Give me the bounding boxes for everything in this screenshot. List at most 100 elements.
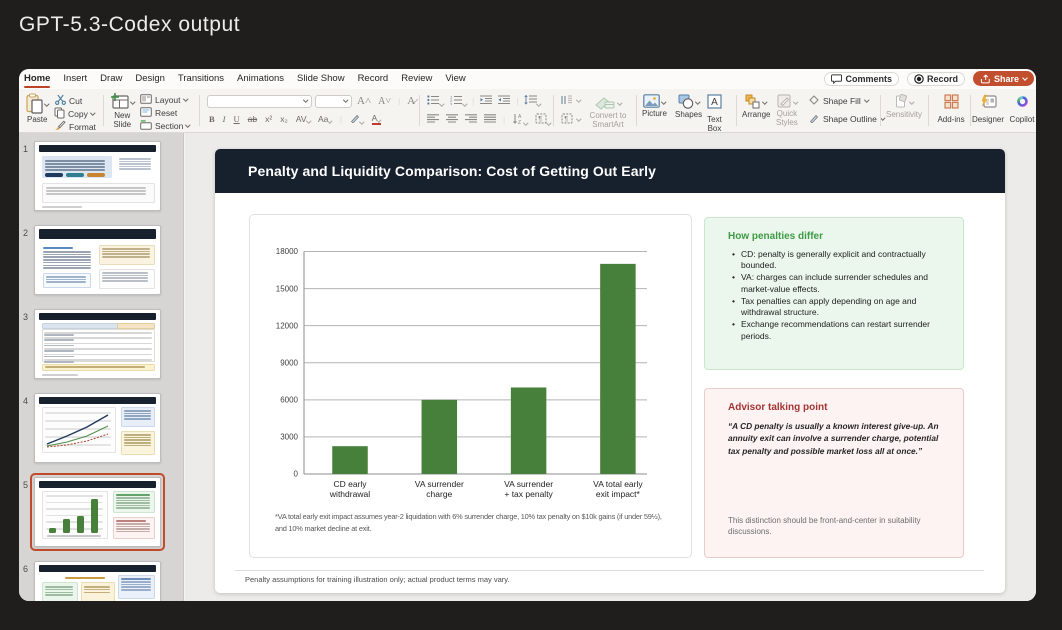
share-button[interactable]: Share: [972, 71, 1034, 86]
shape-outline-icon: [809, 113, 819, 125]
arrange-button[interactable]: Arrange: [742, 94, 770, 119]
section-icon: [140, 120, 152, 132]
svg-text:VA total early: VA total early: [593, 479, 643, 489]
svg-text:VA surrender: VA surrender: [415, 479, 464, 489]
ribbon-group-divider: [880, 95, 881, 126]
text-direction-button[interactable]: ¶: [535, 113, 551, 126]
ribbon-group-divider: [103, 95, 104, 126]
text-box-button[interactable]: A Text Box: [707, 94, 722, 133]
clear-formatting-button[interactable]: A̷: [407, 95, 416, 107]
copy-button[interactable]: Copy: [54, 107, 96, 121]
record-label: Record: [926, 73, 958, 84]
italic-button[interactable]: I: [222, 114, 226, 124]
shape-outline-button[interactable]: Shape Outline: [809, 113, 886, 125]
slide-thumbnail-4[interactable]: [34, 393, 161, 463]
chart-container[interactable]: 0 3000 6000 9000 12000 15000 18000 CD early with…: [249, 214, 692, 558]
slide-thumbnail-number: 1: [23, 144, 29, 154]
how-penalties-differ-panel[interactable]: How penalties differ CD: penalty is gene…: [704, 217, 964, 370]
subscript-button[interactable]: x₂: [280, 114, 288, 124]
layout-icon: [140, 94, 152, 106]
svg-text:2: 2: [450, 98, 453, 103]
copilot-icon: [1015, 94, 1030, 114]
strikethrough-button[interactable]: ab: [247, 114, 258, 124]
char-spacing-button[interactable]: AV: [296, 114, 311, 124]
tab-slide-show[interactable]: Slide Show: [297, 73, 345, 84]
align-center-button[interactable]: [446, 114, 458, 125]
comments-button[interactable]: Comments: [824, 71, 899, 86]
align-right-button[interactable]: [465, 114, 477, 125]
tab-animations[interactable]: Animations: [237, 73, 285, 84]
grow-font-button[interactable]: A˄: [357, 95, 372, 107]
svg-text:3: 3: [450, 101, 453, 105]
font-name-combo[interactable]: [207, 95, 312, 108]
svg-text:¶: ¶: [538, 116, 542, 123]
advisor-note: This distinction should be front-and-cen…: [728, 516, 921, 537]
format-painter-button[interactable]: Format: [54, 120, 96, 133]
cut-button[interactable]: Cut: [55, 94, 82, 107]
layout-button[interactable]: Layout: [140, 94, 188, 106]
columns-button[interactable]: [561, 95, 573, 107]
svg-text:18000: 18000: [276, 247, 299, 256]
ribbon: Paste Cut Copy Format New Slide Layout Reset Se…: [19, 89, 1036, 133]
sensitivity-button[interactable]: Sensitivity: [882, 94, 926, 119]
reset-icon: [140, 107, 152, 119]
convert-smartart-icon: [594, 94, 623, 110]
highlight-button[interactable]: [350, 113, 365, 125]
bar-chart: 0 3000 6000 9000 12000 15000 18000 CD earlywith…: [276, 247, 647, 499]
shape-fill-button[interactable]: Shape Fill: [809, 95, 870, 107]
new-slide-button[interactable]: New Slide: [110, 93, 136, 129]
underline-button[interactable]: U: [233, 114, 240, 124]
slide-thumbnail-6[interactable]: [34, 561, 161, 601]
tab-home[interactable]: Home: [22, 70, 52, 88]
tab-transitions[interactable]: Transitions: [177, 73, 225, 84]
slide-thumbnail-1[interactable]: [34, 141, 161, 211]
bold-button[interactable]: B: [209, 114, 215, 124]
svg-text:1: 1: [450, 95, 453, 99]
record-button[interactable]: Record: [906, 71, 965, 86]
slide-thumbnail-2[interactable]: [34, 225, 161, 295]
tab-record[interactable]: Record: [357, 73, 389, 84]
bullets-button[interactable]: [427, 95, 445, 107]
slide-thumbnail-3[interactable]: [34, 309, 161, 379]
shape-fill-icon: [809, 95, 819, 107]
justify-button[interactable]: [484, 114, 496, 125]
tab-insert[interactable]: Insert: [63, 73, 88, 84]
advisor-talking-point-panel[interactable]: Advisor talking point “A CD penalty is u…: [704, 388, 964, 558]
section-button[interactable]: Section: [140, 120, 191, 132]
add-ins-icon: [943, 94, 959, 114]
paste-button[interactable]: Paste: [26, 93, 50, 124]
font-color-button[interactable]: A: [371, 113, 382, 125]
add-ins-button[interactable]: Add-ins: [931, 94, 971, 124]
tab-draw[interactable]: Draw: [100, 73, 123, 84]
slide-thumbnail-5[interactable]: [34, 477, 161, 547]
decrease-indent-button[interactable]: [480, 95, 493, 107]
font-size-combo[interactable]: [315, 95, 352, 108]
svg-text:VA surrender: VA surrender: [504, 479, 553, 489]
reset-button[interactable]: Reset: [140, 107, 177, 119]
shapes-icon: [677, 94, 701, 109]
ribbon-group-divider: [419, 95, 420, 126]
increase-indent-button[interactable]: [498, 95, 511, 107]
convert-smartart-button[interactable]: Convert to SmartArt: [585, 94, 631, 129]
slide-title: Penalty and Liquidity Comparison: Cost o…: [248, 163, 657, 179]
green-panel-bullet: VA: charges can include surrender schedu…: [732, 272, 947, 294]
powerpoint-window: Home Insert Draw Design Transitions Animation…: [19, 69, 1036, 601]
new-slide-icon: [110, 93, 136, 110]
tab-view[interactable]: View: [445, 73, 466, 84]
change-case-button[interactable]: Aa: [318, 114, 333, 124]
tab-review[interactable]: Review: [401, 73, 433, 84]
shrink-font-button[interactable]: A˅: [378, 95, 392, 107]
slide[interactable]: Penalty and Liquidity Comparison: Cost o…: [215, 149, 1005, 593]
designer-button[interactable]: Designer: [969, 94, 1007, 124]
align-left-button[interactable]: [427, 114, 439, 125]
text-options-button[interactable]: ¶: [561, 113, 573, 126]
copilot-button[interactable]: Copilot: [1007, 94, 1036, 124]
quick-styles-button[interactable]: Quick Styles: [776, 94, 798, 127]
tab-design[interactable]: Design: [135, 73, 165, 84]
superscript-button[interactable]: x²: [265, 114, 273, 124]
shapes-button[interactable]: Shapes: [675, 94, 702, 119]
line-spacing-button[interactable]: [524, 94, 542, 107]
picture-button[interactable]: Picture: [642, 94, 667, 118]
